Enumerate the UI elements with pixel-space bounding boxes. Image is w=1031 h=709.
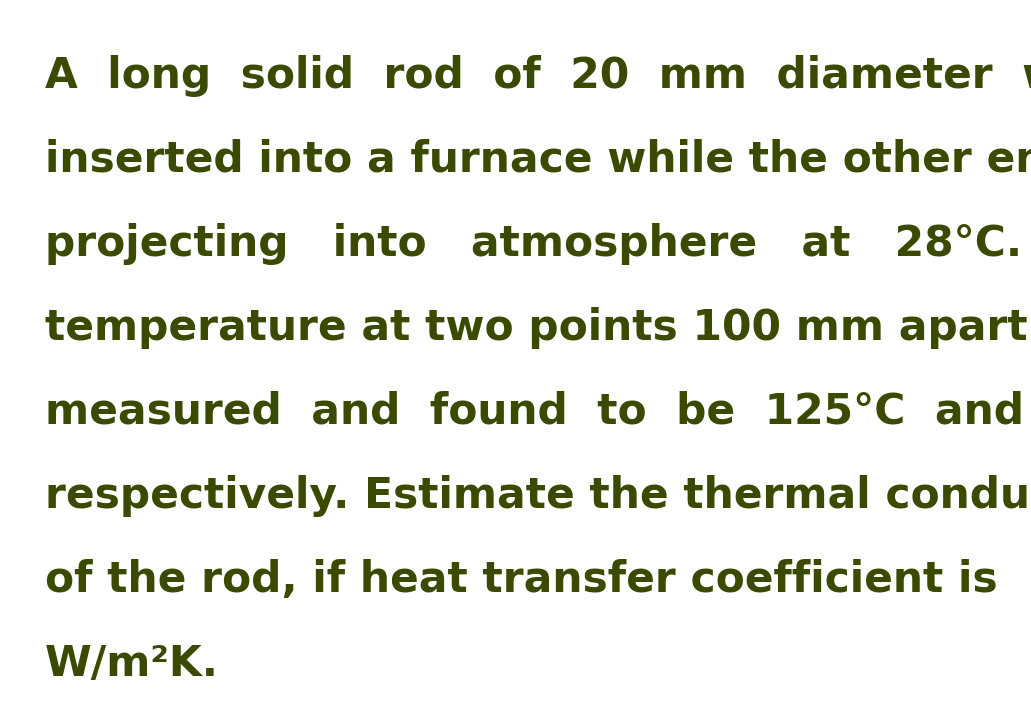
Text: temperature at two points 100 mm apart were: temperature at two points 100 mm apart w…	[45, 307, 1031, 349]
Text: respectively. Estimate the thermal conductivity: respectively. Estimate the thermal condu…	[45, 475, 1031, 517]
Text: of the rod, if heat transfer coefficient is  17.45: of the rod, if heat transfer coefficient…	[45, 559, 1031, 601]
Text: measured  and  found  to  be  125°C  and  91°C: measured and found to be 125°C and 91°C	[45, 391, 1031, 433]
Text: A  long  solid  rod  of  20  mm  diameter  was: A long solid rod of 20 mm diameter was	[45, 55, 1031, 97]
Text: W/m²K.: W/m²K.	[45, 643, 219, 685]
Text: inserted into a furnace while the other end was: inserted into a furnace while the other …	[45, 139, 1031, 181]
Text: projecting   into   atmosphere   at   28°C.   The: projecting into atmosphere at 28°C. The	[45, 223, 1031, 265]
